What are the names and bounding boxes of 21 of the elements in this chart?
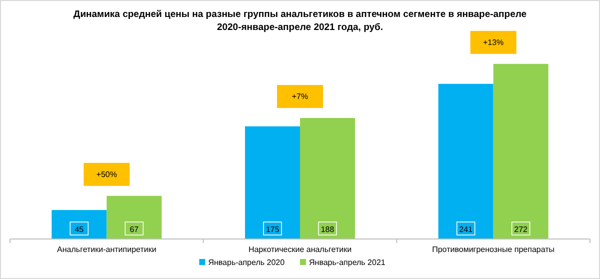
x-tick-label: Противомигренозные препараты [432,245,555,254]
annotation: +7% [292,92,308,101]
data-label: 241 [459,225,474,234]
data-label: 45 [74,225,84,234]
chart-title: Динамика средней цены на разные группы анальгетиков в аптечном сегменте в январе-апреле 2020-январе-апреле 2021 года, руб. [73,9,527,33]
data-label: 188 [320,225,335,234]
bar [245,126,300,239]
x-tick-label: Наркотические анальгетики [248,245,352,254]
legend-label: Январь-апрель 2020 [208,258,286,267]
data-label: 272 [514,225,528,234]
bar [52,210,107,239]
annotation: +13% [482,38,504,47]
bar [106,196,162,239]
x-tick-label: Анальгетики-антипиретики [57,245,156,254]
bar [438,84,494,239]
bar [493,64,548,239]
data-label: 67 [130,225,140,234]
data-label: 175 [266,225,280,234]
bar [300,118,355,239]
annotation: +50% [96,170,118,179]
legend-label: Январь-апрель 2021 [309,258,386,267]
